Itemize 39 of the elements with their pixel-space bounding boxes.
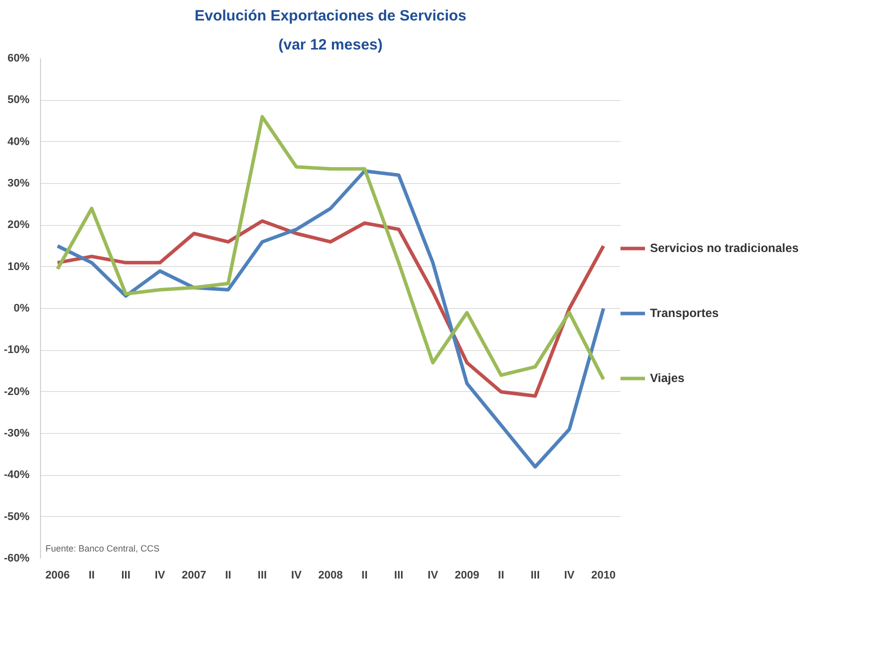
y-tick-label: 40%: [7, 136, 30, 148]
line-series: [56, 115, 606, 382]
chart-title: Evolución Exportaciones de Servicios: [194, 8, 466, 24]
line-series: [56, 219, 606, 398]
line-series: [56, 169, 606, 469]
legend-label: Servicios no tradicionales: [650, 241, 799, 255]
x-tick-label: III: [394, 570, 404, 582]
legend-label: Transportes: [650, 306, 719, 320]
x-tick-label: IV: [291, 570, 302, 582]
y-tick-label: -60%: [4, 552, 30, 564]
x-tick-label: II: [225, 570, 232, 582]
x-tick-label: III: [530, 570, 540, 582]
x-tick-label: II: [362, 570, 368, 582]
y-tick-label: 0%: [14, 302, 30, 314]
y-tick-label: -10%: [4, 344, 30, 356]
x-tick-label: 2009: [454, 570, 480, 582]
x-tick-label: II: [88, 570, 95, 582]
x-tick-label: III: [258, 570, 267, 582]
y-tick-label: -20%: [4, 386, 30, 398]
y-tick-label: 30%: [7, 178, 30, 190]
annotation: Fuente: Banco Central, CCS: [46, 544, 160, 554]
y-tick-label: -50%: [4, 510, 30, 523]
x-tick-label: 2006: [45, 570, 70, 582]
x-tick-label: 2010: [591, 570, 616, 582]
chart-subtitle: (var 12 meses): [278, 36, 383, 54]
x-tick-label: IV: [428, 570, 439, 582]
x-tick-label: III: [121, 570, 130, 582]
x-tick-label: II: [498, 570, 504, 582]
x-tick-label: 2008: [318, 570, 343, 582]
y-tick-label: 20%: [7, 219, 30, 232]
y-tick-label: 50%: [7, 94, 30, 106]
y-tick-label: 10%: [7, 260, 30, 273]
legend-label: Viajes: [650, 371, 684, 385]
x-tick-label: IV: [564, 570, 576, 582]
y-tick-label: -30%: [4, 428, 30, 440]
x-tick-label: 2007: [182, 570, 206, 582]
y-tick-label: 60%: [7, 52, 30, 64]
x-tick-label: IV: [154, 570, 166, 582]
y-tick-label: -40%: [4, 469, 30, 482]
